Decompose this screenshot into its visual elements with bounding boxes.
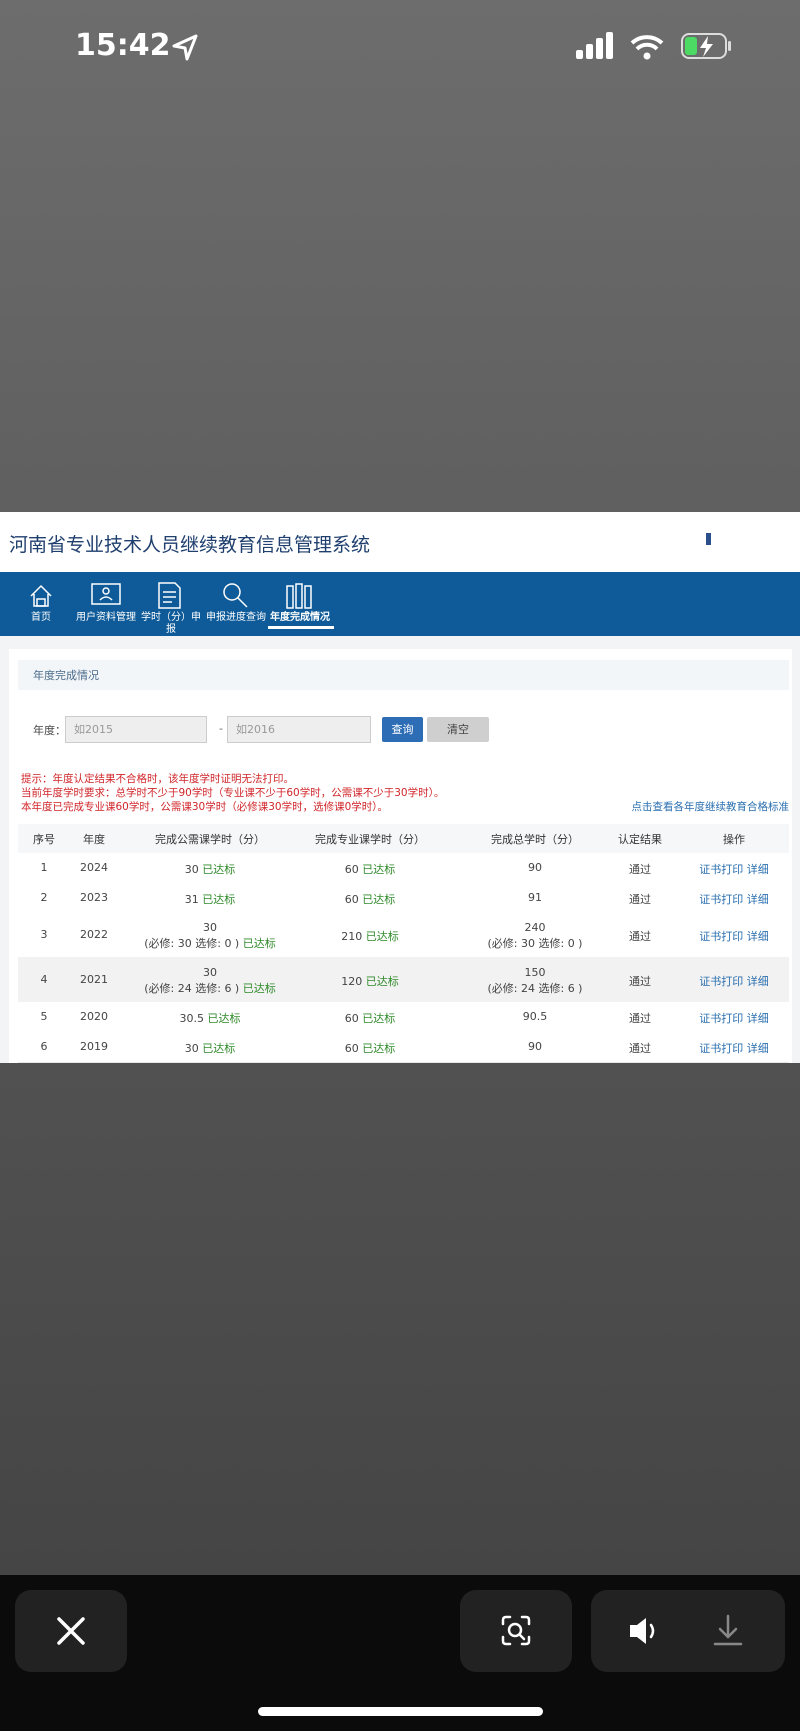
location-icon bbox=[172, 34, 198, 61]
scan-button[interactable] bbox=[460, 1590, 572, 1672]
header-tab bbox=[757, 556, 800, 576]
nav-item[interactable]: 用户资料管理 bbox=[76, 612, 136, 623]
notice: 当前年度学时要求：总学时不少于90学时（专业课不少于60学时，公需课不少于30学… bbox=[21, 787, 445, 799]
clear-button[interactable]: 清空 bbox=[427, 717, 489, 742]
year-from-input[interactable]: 如2015 bbox=[65, 716, 207, 743]
year-to-input[interactable]: 如2016 bbox=[227, 716, 371, 743]
media-icons[interactable] bbox=[591, 1590, 785, 1672]
nav-item[interactable]: 首页 bbox=[31, 612, 51, 623]
close-icon bbox=[57, 1617, 85, 1645]
panel-title: 年度完成情况 bbox=[33, 669, 99, 682]
status-icons bbox=[576, 32, 731, 60]
nav-item[interactable]: 申报进度查询 bbox=[206, 612, 266, 623]
site-title: 河南省专业技术人员继续教育信息管理系统 bbox=[9, 534, 371, 556]
site-header bbox=[0, 512, 800, 572]
nav-bar: 首页 用户资料管理 学时（分）申报 申报进度查询 年度完成情况 bbox=[0, 572, 800, 636]
standard-link[interactable]: 点击查看各年度继续教育合格标准 bbox=[631, 801, 790, 813]
close-button[interactable] bbox=[15, 1590, 127, 1672]
nav-item-active[interactable]: 年度完成情况 bbox=[270, 612, 330, 623]
panel-title-bar bbox=[18, 660, 789, 690]
scan-icon bbox=[501, 1615, 531, 1646]
notice: 提示：年度认定结果不合格时，该年度学时证明无法打印。 bbox=[21, 773, 294, 785]
notice: 本年度已完成专业课60学时，公需课30学时（必修课30学时，选修课0学时）。 bbox=[21, 801, 389, 813]
separator: - bbox=[219, 722, 223, 735]
year-label: 年度： bbox=[33, 724, 66, 737]
nav-item[interactable]: 学时（分）申报 bbox=[141, 612, 201, 635]
panel bbox=[9, 649, 792, 1063]
active-underline bbox=[268, 626, 334, 629]
search-button[interactable]: 查询 bbox=[382, 717, 423, 742]
home-indicator bbox=[258, 1707, 543, 1716]
nav-icons bbox=[30, 582, 312, 609]
header-icon bbox=[706, 533, 711, 545]
status-time: 15:42 bbox=[75, 28, 171, 63]
media-buttons bbox=[591, 1590, 785, 1672]
